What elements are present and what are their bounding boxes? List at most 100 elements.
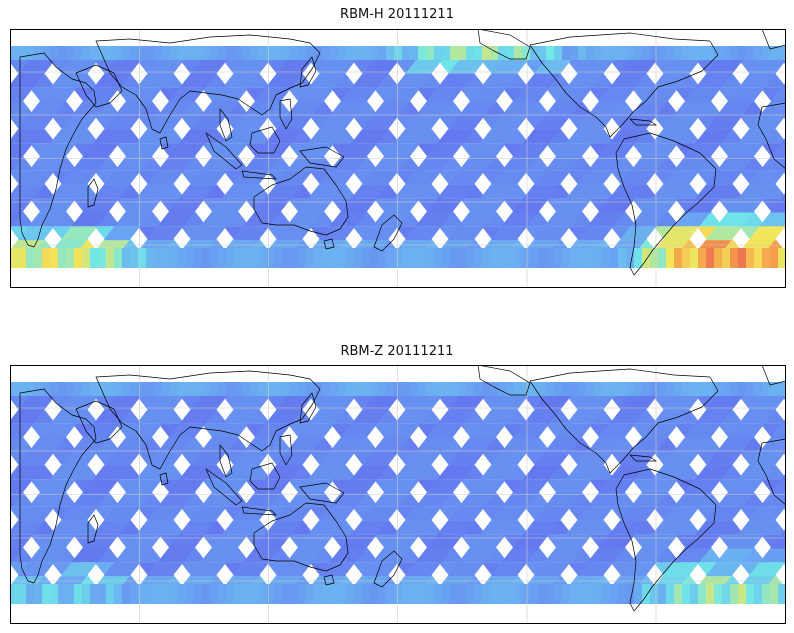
swath-segment xyxy=(329,212,367,227)
swath-segment xyxy=(663,451,700,466)
swath-cell xyxy=(90,46,99,60)
swath-segment xyxy=(243,548,281,563)
swath-segment xyxy=(319,115,356,130)
swath-segment xyxy=(490,170,528,185)
swath-cell xyxy=(218,382,227,396)
swath-segment xyxy=(318,562,356,577)
swath-cell xyxy=(370,584,379,604)
swath-segment xyxy=(17,562,55,577)
swath-cell xyxy=(10,46,19,60)
swath-segment xyxy=(114,493,152,507)
swath-cell xyxy=(66,382,75,396)
swath-segment xyxy=(318,226,356,241)
swath-cell xyxy=(466,248,475,268)
swath-segment xyxy=(362,451,399,466)
swath-segment xyxy=(405,395,443,410)
swath-segment xyxy=(608,520,646,535)
swath-cell xyxy=(306,248,315,268)
swath-segment xyxy=(125,423,163,438)
swath-segment xyxy=(61,451,98,466)
swath-cell xyxy=(474,584,483,604)
swath-segment xyxy=(10,184,44,199)
swath-segment xyxy=(781,137,786,144)
swath-cell xyxy=(458,382,467,396)
swath-segment xyxy=(673,101,711,116)
swath-cell xyxy=(330,248,339,268)
swath-cell xyxy=(450,46,459,60)
swath-segment xyxy=(490,562,528,577)
swath-cell xyxy=(714,248,723,268)
coastline-philippines xyxy=(279,434,293,466)
swath-segment xyxy=(104,451,141,466)
swath-segment xyxy=(383,87,421,102)
coastline-africa xyxy=(19,52,97,248)
swath-cell xyxy=(146,382,155,396)
swath-cell xyxy=(386,46,395,60)
swath-cell xyxy=(202,584,211,604)
swath-segment xyxy=(684,87,722,102)
swath-segment xyxy=(71,437,109,452)
swath-cell xyxy=(594,584,603,604)
swath-cell xyxy=(570,248,579,268)
swath-cell xyxy=(34,248,43,268)
swath-segment xyxy=(501,157,539,171)
swath-segment xyxy=(749,395,786,410)
coastline-malaya xyxy=(219,108,233,142)
swath-cell xyxy=(514,382,523,396)
swath-segment xyxy=(60,506,98,521)
swath-cell xyxy=(650,584,659,604)
swath-cell xyxy=(706,46,715,60)
swath-cell xyxy=(578,46,587,60)
coastline-cuba xyxy=(629,454,657,462)
coastline-tasmania xyxy=(323,574,335,586)
swath-cell xyxy=(426,46,435,60)
swath-segment xyxy=(340,423,378,438)
swath-segment xyxy=(587,548,625,563)
swath-cell xyxy=(178,584,187,604)
swath-segment xyxy=(641,87,679,102)
swath-cell xyxy=(178,248,187,268)
swath-cell xyxy=(522,46,531,60)
swath-cell xyxy=(242,46,251,60)
swath-cell xyxy=(450,248,459,268)
coastline-eurasia xyxy=(95,370,321,470)
swath-cell xyxy=(10,248,19,268)
swath-segment xyxy=(705,226,743,241)
swath-cell xyxy=(18,248,27,268)
swath-cell xyxy=(322,584,331,604)
swath-cell xyxy=(442,46,451,60)
swath-cell xyxy=(354,584,363,604)
swath-segment xyxy=(469,479,507,493)
swath-segment xyxy=(82,143,120,157)
swath-segment xyxy=(684,479,722,493)
swath-segment xyxy=(404,170,442,185)
swath-segment xyxy=(307,184,345,199)
swath-cell xyxy=(234,46,243,60)
swath-cell xyxy=(674,382,683,396)
swath-segment xyxy=(501,212,539,227)
swath-cell xyxy=(130,382,139,396)
swath-cell xyxy=(66,248,75,268)
swath-segment xyxy=(759,437,786,452)
coastlines xyxy=(19,29,786,276)
swath-segment xyxy=(694,520,732,535)
swath-cell xyxy=(618,584,627,604)
swath-segment xyxy=(479,520,517,535)
swath-cell xyxy=(442,248,451,268)
swath-segment xyxy=(265,129,303,144)
swath-cell xyxy=(642,248,651,268)
swath-segment xyxy=(265,409,303,424)
swath-layer xyxy=(10,46,786,268)
swath-segment xyxy=(759,493,786,507)
swath-segment xyxy=(372,157,410,171)
swath-segment xyxy=(662,562,700,577)
swath-segment xyxy=(275,506,313,521)
swath-segment xyxy=(630,548,668,563)
swath-cell xyxy=(194,584,203,604)
swath-cell xyxy=(50,382,59,396)
swath-cell xyxy=(434,584,443,604)
swath-cell xyxy=(322,382,331,396)
swath-cell xyxy=(466,382,475,396)
swath-segment xyxy=(275,226,313,241)
swath-cell xyxy=(314,46,323,60)
